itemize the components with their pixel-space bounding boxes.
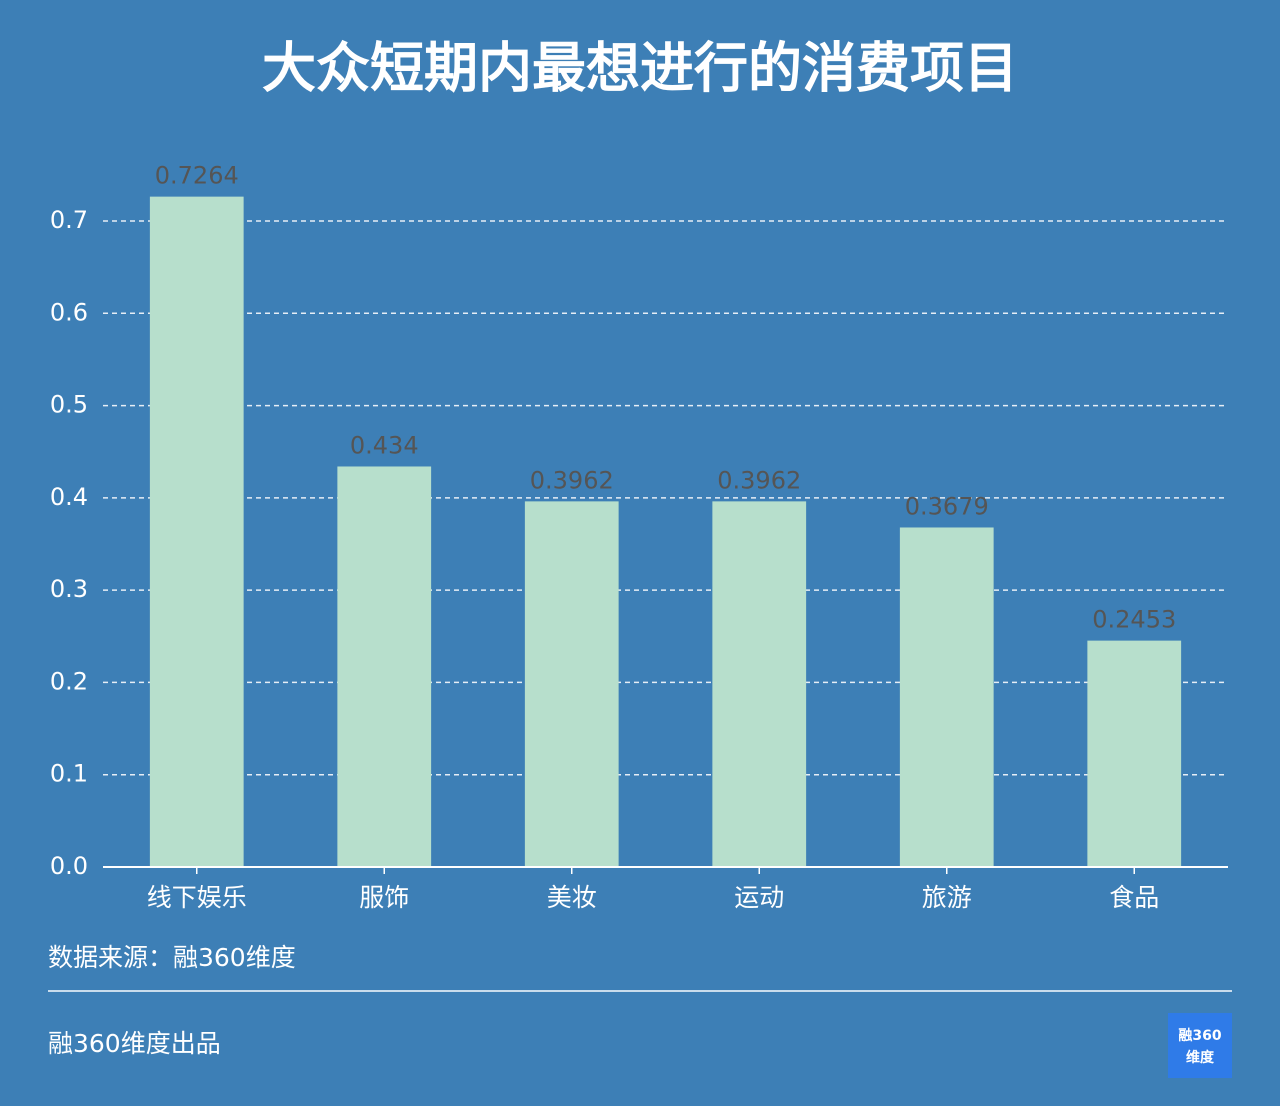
value-label: 0.434 xyxy=(350,431,419,459)
bar xyxy=(524,501,619,867)
value-label: 0.7264 xyxy=(155,162,239,190)
bar xyxy=(1087,640,1182,867)
source-note: 数据来源：融360维度 xyxy=(48,943,296,972)
y-tick-label: 0.7 xyxy=(50,206,88,234)
y-tick-label: 0.0 xyxy=(50,852,88,880)
bar xyxy=(337,466,432,867)
value-label: 0.3962 xyxy=(717,466,801,494)
bar xyxy=(149,196,244,867)
y-tick-label: 0.5 xyxy=(50,391,88,419)
value-label: 0.3962 xyxy=(530,466,614,494)
x-tick-label: 美妆 xyxy=(547,883,597,912)
footer: 融360维度出品 xyxy=(48,1029,221,1058)
bar xyxy=(899,527,994,867)
value-label: 0.2453 xyxy=(1092,606,1176,634)
logo-box xyxy=(1168,1013,1232,1078)
x-tick-label: 线下娱乐 xyxy=(147,883,247,912)
x-tick-label: 服饰 xyxy=(359,883,409,912)
logo-text: 维度 xyxy=(1186,1049,1215,1066)
x-tick-label: 运动 xyxy=(734,883,784,912)
logo-text: 融360 xyxy=(1178,1027,1221,1044)
y-tick-label: 0.3 xyxy=(50,575,88,603)
chart-title: 大众短期内最想进行的消费项目 xyxy=(262,37,1018,100)
bar xyxy=(712,501,807,867)
y-tick-label: 0.2 xyxy=(50,667,88,695)
x-tick-label: 食品 xyxy=(1109,883,1159,912)
y-tick-label: 0.4 xyxy=(50,483,88,511)
value-label: 0.3679 xyxy=(905,492,989,520)
x-tick-label: 旅游 xyxy=(922,883,972,912)
y-tick-label: 0.1 xyxy=(50,760,88,788)
y-tick-label: 0.6 xyxy=(50,298,88,326)
